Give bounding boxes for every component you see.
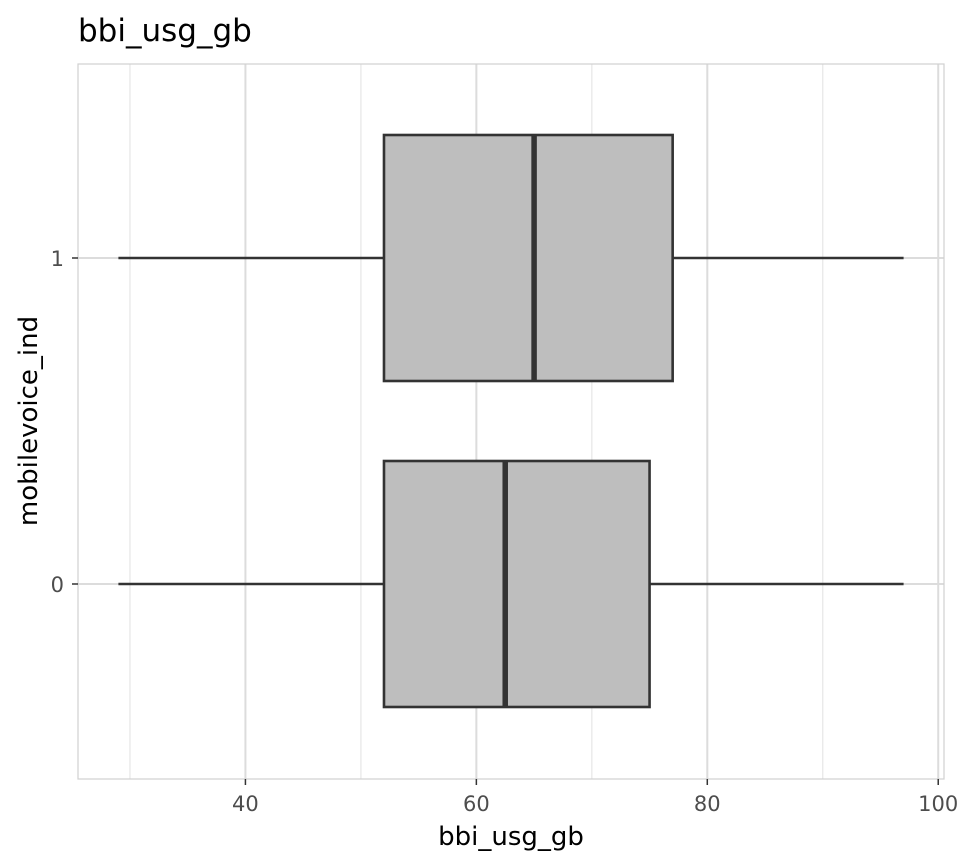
tick-layer: 40 60 80 100 0 1	[51, 247, 959, 816]
y-tick-label: 0	[51, 573, 64, 597]
x-tick-label: 100	[918, 792, 958, 816]
y-axis-title: mobilevoice_ind	[14, 316, 44, 526]
box-1	[118, 133, 904, 383]
panel-border	[77, 63, 945, 780]
box-layer	[118, 133, 904, 709]
x-tick-label: 40	[232, 792, 259, 816]
box-0	[118, 459, 904, 709]
x-tick-label: 80	[694, 792, 721, 816]
y-tick-label: 1	[51, 247, 64, 271]
x-axis-title: bbi_usg_gb	[438, 822, 584, 852]
box-iqr	[382, 133, 674, 383]
x-tick-label: 60	[463, 792, 490, 816]
box-iqr	[382, 459, 651, 709]
chart-title: bbi_usg_gb	[78, 13, 252, 49]
